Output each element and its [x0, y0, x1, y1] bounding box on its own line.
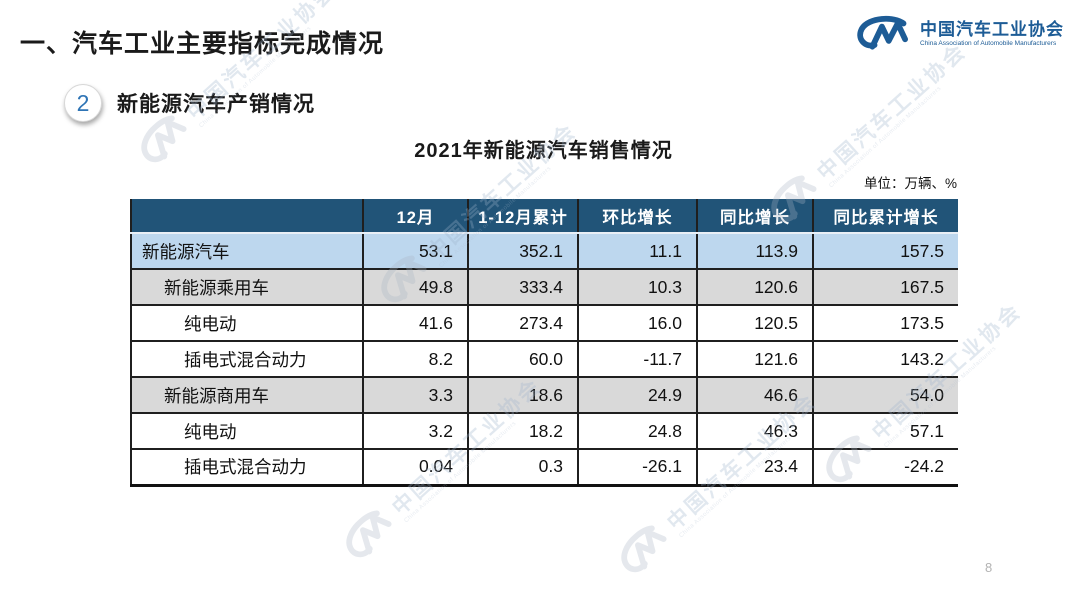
table-cell: 120.5 — [697, 305, 814, 342]
table-cell: 121.6 — [697, 341, 814, 378]
row-label: 纯电动 — [130, 305, 364, 342]
table-cell: 3.3 — [363, 377, 469, 414]
table-row: 插电式混合动力 0.04 0.3 -26.1 23.4 -24.2 — [130, 449, 958, 487]
table-cell: 10.3 — [578, 269, 698, 306]
slide-title: 一、汽车工业主要指标完成情况 — [20, 30, 385, 58]
row-label: 插电式混合动力 — [130, 449, 364, 487]
table-cell: 53.1 — [363, 233, 469, 270]
table-row: 新能源汽车 53.1 352.1 11.1 113.9 157.5 — [130, 233, 958, 270]
table-cell: -24.2 — [813, 449, 958, 487]
header-cell: 同比增长 — [697, 199, 814, 234]
section-label: 新能源汽车产销情况 — [117, 93, 315, 116]
table-cell: 49.8 — [363, 269, 469, 306]
table-cell: 16.0 — [578, 305, 698, 342]
table-cell: 143.2 — [813, 341, 958, 378]
caam-monogram-icon — [855, 14, 913, 54]
caam-logo: 中国汽车工业协会 China Association of Automobile… — [855, 14, 1064, 54]
table-row: 新能源商用车 3.3 18.6 24.9 46.6 54.0 — [130, 377, 958, 414]
header-cell: 同比累计增长 — [813, 199, 958, 234]
table-cell: 57.1 — [813, 413, 958, 450]
table-cell: -26.1 — [578, 449, 698, 487]
row-label: 插电式混合动力 — [130, 341, 364, 378]
table-cell: 273.4 — [468, 305, 579, 342]
table-cell: 352.1 — [468, 233, 579, 270]
table-cell: 120.6 — [697, 269, 814, 306]
section-heading: 2 新能源汽车产销情况 — [64, 84, 315, 122]
section-number-badge: 2 — [64, 84, 102, 122]
table-cell: 24.8 — [578, 413, 698, 450]
table-cell: 0.3 — [468, 449, 579, 487]
table-cell: 54.0 — [813, 377, 958, 414]
table-row: 纯电动 41.6 273.4 16.0 120.5 173.5 — [130, 305, 958, 342]
header-cell: 1-12月累计 — [468, 199, 579, 234]
table-header-row: 12月 1-12月累计 环比增长 同比增长 同比累计增长 — [130, 199, 958, 234]
table-cell: 46.6 — [697, 377, 814, 414]
header-cell: 环比增长 — [578, 199, 698, 234]
table-row: 新能源乘用车 49.8 333.4 10.3 120.6 167.5 — [130, 269, 958, 306]
table-cell: 41.6 — [363, 305, 469, 342]
table-cell: 18.6 — [468, 377, 579, 414]
table-cell: 113.9 — [697, 233, 814, 270]
table-cell: -11.7 — [578, 341, 698, 378]
table-cell: 24.9 — [578, 377, 698, 414]
page-number: 8 — [985, 560, 993, 575]
watermark-cm-icon — [336, 501, 403, 567]
table-cell: 167.5 — [813, 269, 958, 306]
watermark-cm-icon — [611, 516, 678, 582]
header-cell: 12月 — [363, 199, 469, 234]
table-cell: 46.3 — [697, 413, 814, 450]
row-label: 新能源商用车 — [130, 377, 364, 414]
table-cell: 0.04 — [363, 449, 469, 487]
table-cell: 11.1 — [578, 233, 698, 270]
logo-name-en: China Association of Automobile Manufact… — [920, 40, 1057, 48]
unit-label: 单位：万辆、% — [863, 176, 957, 191]
table-cell: 333.4 — [468, 269, 579, 306]
table-cell: 23.4 — [697, 449, 814, 487]
header-cell-category — [130, 199, 364, 234]
row-label: 新能源乘用车 — [130, 269, 364, 306]
nev-sales-table: 12月 1-12月累计 环比增长 同比增长 同比累计增长 新能源汽车 53.1 352.1 1… — [130, 199, 958, 487]
row-label: 纯电动 — [130, 413, 364, 450]
table-cell: 60.0 — [468, 341, 579, 378]
table-cell: 18.2 — [468, 413, 579, 450]
table-cell: 3.2 — [363, 413, 469, 450]
table-cell: 173.5 — [813, 305, 958, 342]
table-title: 2021年新能源汽车销售情况 — [414, 140, 673, 162]
table-row: 纯电动 3.2 18.2 24.8 46.3 57.1 — [130, 413, 958, 450]
table-cell: 8.2 — [363, 341, 469, 378]
watermark-subtext: China Association of Automobile Manufact… — [828, 85, 943, 189]
row-label: 新能源汽车 — [130, 233, 364, 270]
table-row: 插电式混合动力 8.2 60.0 -11.7 121.6 143.2 — [130, 341, 958, 378]
logo-name-cn: 中国汽车工业协会 — [920, 20, 1064, 40]
table-cell: 157.5 — [813, 233, 958, 270]
